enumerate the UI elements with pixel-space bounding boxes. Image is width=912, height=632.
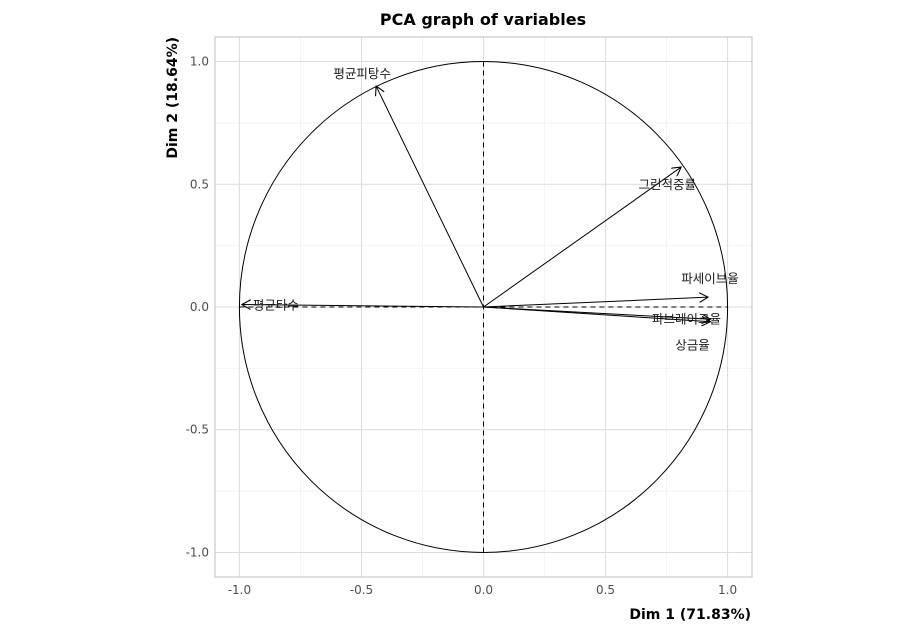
variable-arrow <box>483 167 682 308</box>
variable-arrows <box>242 86 711 322</box>
variable-label: 평균타수 <box>253 298 299 313</box>
x-tick-label: 0.5 <box>596 583 615 597</box>
variable-arrow <box>483 306 711 322</box>
y-axis-title: Dim 2 (18.64%) <box>165 37 181 159</box>
variable-label: 파세이브율 <box>681 271 739 286</box>
variable-arrow <box>242 305 484 307</box>
y-tick-label: 1.0 <box>190 55 209 69</box>
panel-border <box>214 36 753 578</box>
y-tick-label: 0.5 <box>190 177 209 191</box>
chart-title: PCA graph of variables <box>380 10 586 29</box>
correlation-circle <box>238 61 729 553</box>
variable-label: 평균피탕수 <box>333 66 391 81</box>
variable-arrow <box>483 297 709 308</box>
variable-label: 상금율 <box>675 338 710 353</box>
x-tick-label: -0.5 <box>350 583 373 597</box>
x-axis-title: Dim 1 (71.83%) <box>629 607 751 623</box>
unit-circle <box>238 61 729 553</box>
variable-label: 파브레이크율 <box>652 311 721 326</box>
y-tick-label: 0.0 <box>190 300 209 314</box>
x-tick-label: 1.0 <box>718 583 737 597</box>
variable-label: 그린적중률 <box>638 177 696 192</box>
x-tick-label: -1.0 <box>228 583 251 597</box>
x-tick-label: 0.0 <box>474 583 493 597</box>
variable-arrow <box>376 86 484 308</box>
y-tick-label: -1.0 <box>186 545 209 559</box>
y-tick-label: -0.5 <box>186 423 209 437</box>
tick-labels: -1.0 -0.5 0.0 0.5 1.0 -1.0 -0.5 0.0 0.5 1.0 <box>186 55 738 597</box>
